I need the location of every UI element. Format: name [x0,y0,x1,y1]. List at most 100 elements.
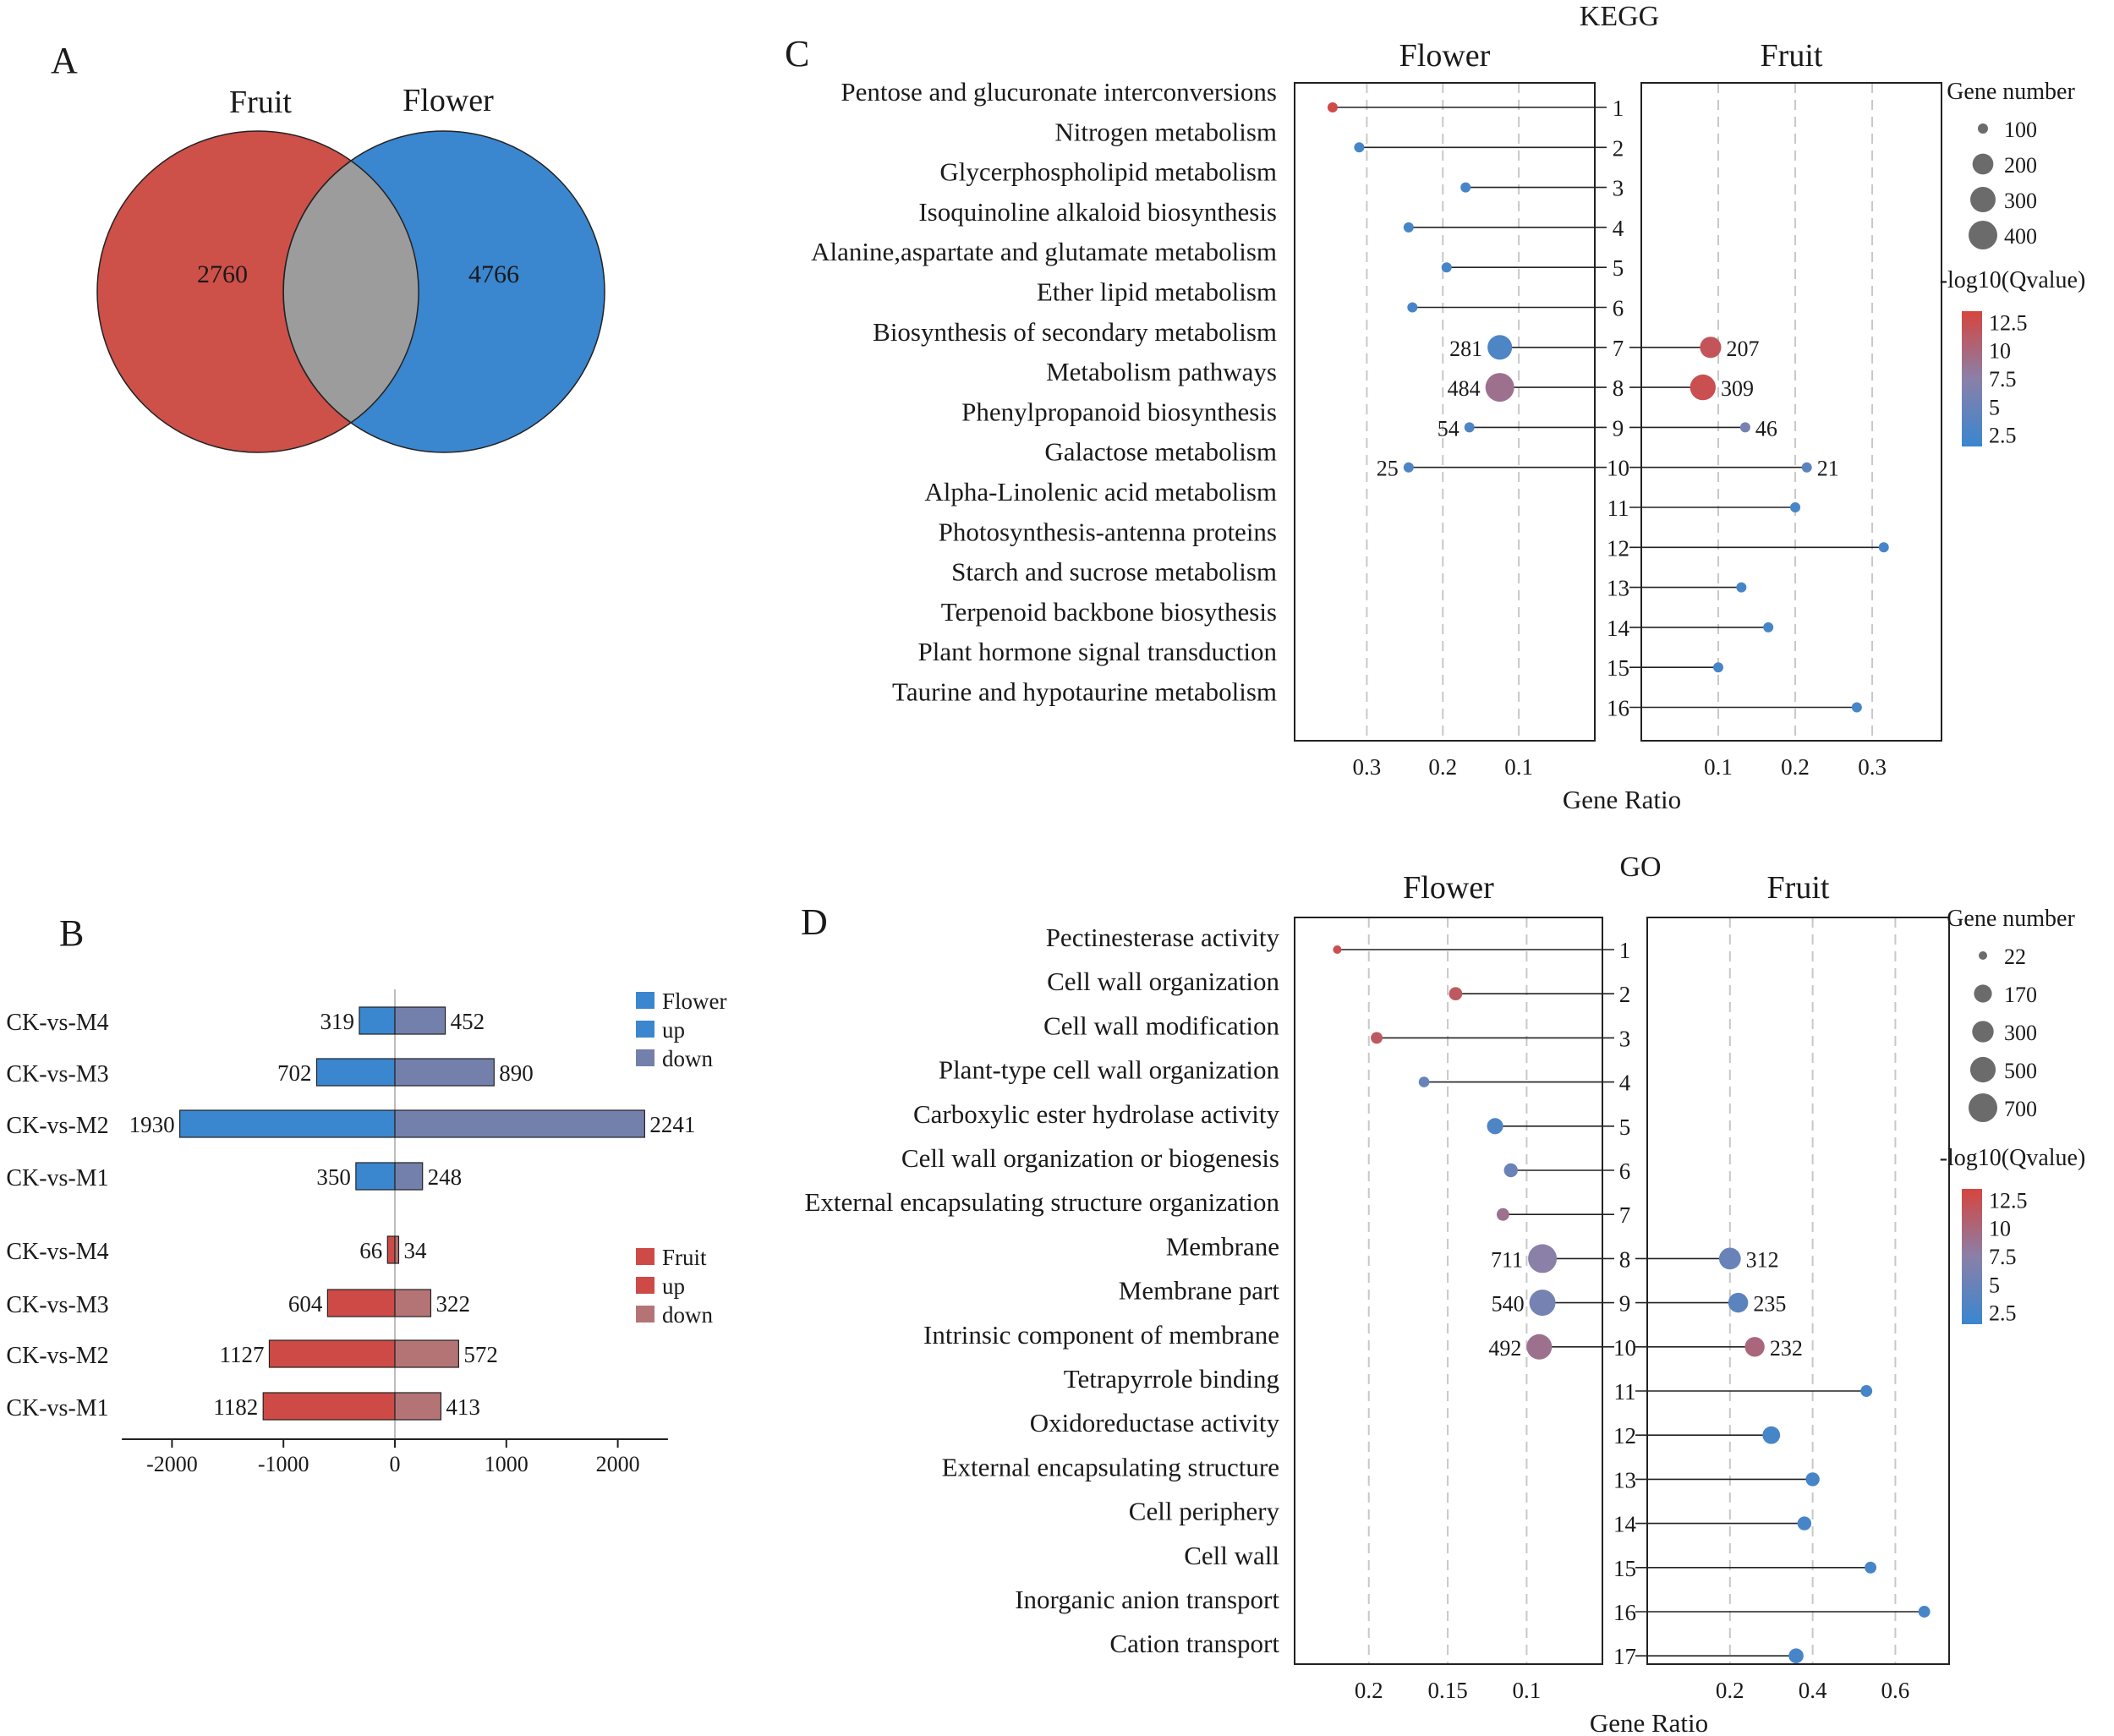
bar-category-label: CK-vs-M3 [6,1292,108,1318]
color-legend-label: 2.5 [1989,1301,2017,1326]
term-label: Tetrapyrrole binding [1064,1364,1279,1394]
term-index: 11 [1614,1379,1636,1405]
lollipop-dot-left [1487,335,1513,360]
term-label: Membrane part [1119,1276,1280,1306]
term-index: 13 [1613,1467,1636,1492]
bar-x-tick-label: 1000 [485,1452,528,1476]
size-legend-dot [1969,221,1997,249]
bar-down-value: 890 [499,1060,534,1086]
lollipop-value-right: 46 [1755,416,1777,441]
bar-legend-label: up [662,1017,685,1043]
color-legend-title: -log10(Qvalue) [1940,267,2086,293]
term-index: 2 [1619,982,1631,1007]
bar-legend-label: down [662,1046,713,1071]
lollipop-value-left: 25 [1377,457,1399,481]
lollipop-dot-left [1371,1032,1383,1044]
term-index: 3 [1613,176,1624,201]
lollipop-value-right: 232 [1770,1336,1803,1361]
lollipop-value-left: 540 [1492,1292,1525,1317]
bar-up-value: 350 [316,1164,351,1190]
panel-header-left: Flower [1403,870,1494,906]
bar-up-value: 1127 [219,1342,264,1367]
color-legend-label: 5 [1989,1273,2000,1297]
lollipop-dot-right [1851,702,1862,713]
term-label: Alpha-Linolenic acid metabolism [924,477,1277,507]
lollipop-dot-right [1797,1516,1812,1531]
lollipop-dot-left [1333,945,1342,954]
go-chart: Flower Fruit Pectinesterase activity 1 Cell … [804,870,2085,1736]
lollipop-dot-right [1700,337,1722,359]
bar-down-value: 322 [435,1291,470,1317]
bar-up [262,1392,396,1421]
deg-bar-chart: CK-vs-M4 319 452 CK-vs-M3 702 890 CK-vs-M2 1930… [6,988,726,1476]
lollipop-dot-left [1503,1163,1518,1178]
x-tick-label-right: 0.1 [1704,754,1733,780]
venn-overlap [282,160,419,424]
term-index: 3 [1619,1026,1631,1051]
bar-category-label: CK-vs-M4 [6,1239,108,1265]
lollipop-dot-right [1865,1561,1877,1574]
lollipop-dot-left [1528,1244,1558,1273]
term-label: Pectinesterase activity [1046,923,1280,952]
lollipop-value-left: 54 [1438,416,1460,441]
lollipop-dot-right [1736,582,1747,593]
bar-up-value: 604 [288,1291,323,1317]
lollipop-dot-right [1860,1385,1873,1397]
term-label: Inorganic anion transport [1015,1585,1279,1614]
term-label: Nitrogen metabolism [1054,117,1277,146]
term-label: Glycerphospholipid metabolism [939,157,1277,187]
term-index: 1 [1613,96,1624,121]
bar-legend-swatch [636,1049,654,1066]
size-legend-label: 22 [2004,945,2026,969]
bar-down-value: 452 [451,1009,485,1034]
bar-up [355,1162,396,1191]
plot-frame-right [1646,917,1950,1665]
lollipop-dot-right [1763,622,1774,633]
lollipop-value-right: 309 [1721,376,1754,401]
bar-category-label: CK-vs-M1 [6,1165,108,1191]
term-label: Membrane [1166,1231,1279,1261]
color-legend-label: 12.5 [1989,1188,2028,1213]
term-label: Biosynthesis of secondary metabolism [873,317,1277,347]
term-label: Cell wall organization [1047,967,1279,996]
term-index: 9 [1613,415,1624,441]
term-index: 10 [1613,1335,1636,1361]
plot-frame-right [1640,82,1942,742]
panel-a-letter: A [51,40,78,81]
term-index: 14 [1607,616,1630,641]
size-legend-label: 100 [2004,118,2037,142]
term-label: Cell periphery [1129,1497,1280,1526]
bar-legend-label: down [662,1302,713,1328]
kegg-chart: Flower Fruit Pentose and glucuronate inter… [811,38,2085,814]
term-label: Oxidoreductase activity [1030,1408,1280,1438]
plot-frame-left [1294,917,1603,1665]
lollipop-dot-left [1529,1290,1556,1317]
bar-down [394,1162,424,1191]
term-index: 12 [1613,1423,1636,1448]
term-index: 4 [1613,216,1624,241]
lollipop-dot-left [1487,1118,1503,1135]
term-index: 8 [1619,1246,1631,1272]
color-legend-label: 10 [1989,1217,2011,1241]
term-label: Isoquinoline alkaloid biosynthesis [918,197,1277,227]
term-index: 11 [1607,496,1629,521]
bar-down [394,1289,432,1317]
bar-down [394,1109,645,1138]
size-legend-dot [1970,187,1996,212]
color-legend-label: 7.5 [1989,1245,2017,1269]
color-legend-label: 10 [1989,339,2011,364]
x-tick-label-right: 0.4 [1799,1678,1827,1703]
size-legend-label: 300 [2004,189,2037,213]
lollipop-value-left: 711 [1491,1247,1523,1272]
x-tick-label-right: 0.2 [1716,1678,1744,1703]
lollipop-dot-left [1485,373,1514,403]
term-index: 14 [1613,1512,1637,1537]
term-label: Carboxylic ester hydrolase activity [913,1099,1280,1129]
term-label: Ether lipid metabolism [1037,277,1277,307]
bar-down-value: 2241 [649,1112,695,1137]
size-legend-label: 700 [2004,1097,2037,1121]
lollipop-dot-right [1878,542,1889,553]
lollipop-dot-left [1526,1333,1553,1360]
lollipop-dot-left [1354,142,1365,153]
